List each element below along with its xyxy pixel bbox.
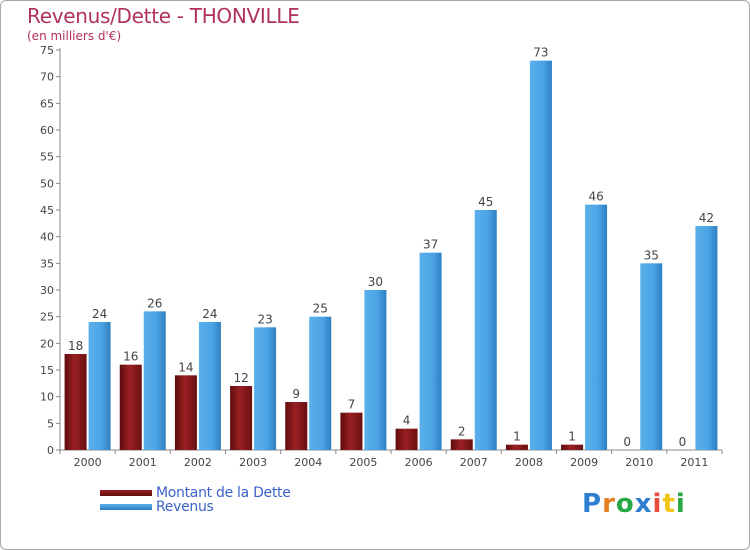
logo-letter: r — [602, 489, 616, 519]
logo-letter: x — [634, 489, 653, 519]
y-tick-label: 10 — [40, 391, 54, 404]
bar-revenue — [585, 204, 608, 450]
data-label-debt: 18 — [68, 339, 83, 353]
data-label-revenue: 23 — [257, 312, 272, 326]
logo-letter: i — [652, 489, 663, 519]
data-label-debt: 0 — [623, 435, 631, 449]
data-label-debt: 1 — [513, 430, 521, 444]
bar-revenue — [254, 327, 277, 450]
legend-label-revenue: Revenus — [156, 499, 214, 515]
data-label-revenue: 30 — [368, 275, 383, 289]
logo-letter: t — [662, 489, 676, 519]
bar-revenue — [198, 322, 221, 450]
bar-revenue — [640, 263, 663, 450]
y-tick-label: 70 — [40, 71, 54, 84]
bar-debt — [561, 444, 584, 450]
y-tick-label: 40 — [40, 231, 54, 244]
x-tick-label: 2007 — [460, 456, 488, 469]
data-label-revenue: 42 — [699, 211, 714, 225]
bar-revenue — [88, 322, 111, 450]
bar-debt — [285, 402, 308, 450]
data-label-debt: 7 — [348, 398, 356, 412]
data-label-debt: 9 — [292, 387, 300, 401]
legend-swatch-debt — [100, 490, 152, 496]
bar-revenue — [695, 226, 718, 450]
y-tick-label: 25 — [40, 311, 54, 324]
data-label-revenue: 46 — [588, 190, 603, 204]
legend-label-debt: Montant de la Dette — [156, 485, 291, 501]
y-tick-label: 50 — [40, 177, 54, 190]
y-tick-label: 55 — [40, 151, 54, 164]
x-tick-label: 2002 — [184, 456, 212, 469]
y-tick-label: 60 — [40, 124, 54, 137]
y-tick-label: 35 — [40, 257, 54, 270]
chart-title: Revenus/Dette - THONVILLE — [27, 4, 300, 28]
bar-debt — [395, 428, 418, 450]
y-tick-label: 45 — [40, 204, 54, 217]
logo-letter: i — [675, 489, 686, 519]
logo-letter: P — [582, 489, 603, 519]
data-label-revenue: 24 — [92, 307, 107, 321]
data-label-revenue: 25 — [313, 302, 328, 316]
y-tick-label: 5 — [47, 417, 54, 430]
proxiti-logo: Proxiti — [582, 489, 686, 519]
x-tick-label: 2005 — [349, 456, 377, 469]
data-label-debt: 0 — [679, 435, 687, 449]
x-tick-label: 2001 — [129, 456, 157, 469]
y-tick-label: 75 — [40, 44, 54, 57]
bar-debt — [340, 412, 363, 450]
y-tick-label: 65 — [40, 97, 54, 110]
chart-subtitle: (en milliers d'€) — [27, 29, 122, 43]
data-label-revenue: 24 — [202, 307, 217, 321]
data-label-debt: 2 — [458, 424, 466, 438]
y-tick-label: 20 — [40, 337, 54, 350]
bar-debt — [230, 386, 253, 450]
bar-debt — [119, 364, 142, 450]
data-label-revenue: 73 — [533, 46, 548, 60]
y-tick-label: 0 — [47, 444, 54, 457]
data-label-debt: 4 — [403, 414, 411, 428]
x-tick-label: 2010 — [625, 456, 653, 469]
data-label-revenue: 26 — [147, 296, 162, 310]
bar-revenue — [474, 210, 497, 450]
data-label-revenue: 35 — [644, 248, 659, 262]
bar-debt — [174, 375, 197, 450]
x-tick-label: 2009 — [570, 456, 598, 469]
logo-letter: o — [615, 489, 635, 519]
legend: Montant de la Dette Revenus — [100, 485, 291, 515]
bar-debt — [64, 354, 87, 450]
data-label-revenue: 37 — [423, 238, 438, 252]
bar-revenue — [419, 252, 442, 450]
x-tick-label: 2004 — [294, 456, 322, 469]
x-tick-label: 2000 — [74, 456, 102, 469]
legend-item-debt: Montant de la Dette — [100, 485, 291, 501]
bar-revenue — [309, 316, 332, 450]
data-label-debt: 12 — [233, 371, 248, 385]
x-tick-label: 2006 — [405, 456, 433, 469]
bar-revenue — [364, 290, 387, 450]
x-tick-label: 2011 — [680, 456, 708, 469]
legend-item-revenue: Revenus — [100, 499, 291, 515]
y-tick-label: 30 — [40, 284, 54, 297]
data-label-debt: 14 — [178, 360, 193, 374]
y-tick-label: 15 — [40, 364, 54, 377]
bar-debt — [450, 439, 473, 450]
bar-revenue — [143, 311, 166, 450]
bar-revenue — [529, 60, 552, 451]
data-label-debt: 16 — [123, 350, 138, 364]
data-label-revenue: 45 — [478, 195, 493, 209]
bar-debt — [505, 444, 528, 450]
legend-swatch-revenue — [100, 504, 152, 510]
data-label-debt: 1 — [568, 430, 576, 444]
x-tick-label: 2003 — [239, 456, 267, 469]
x-tick-label: 2008 — [515, 456, 543, 469]
